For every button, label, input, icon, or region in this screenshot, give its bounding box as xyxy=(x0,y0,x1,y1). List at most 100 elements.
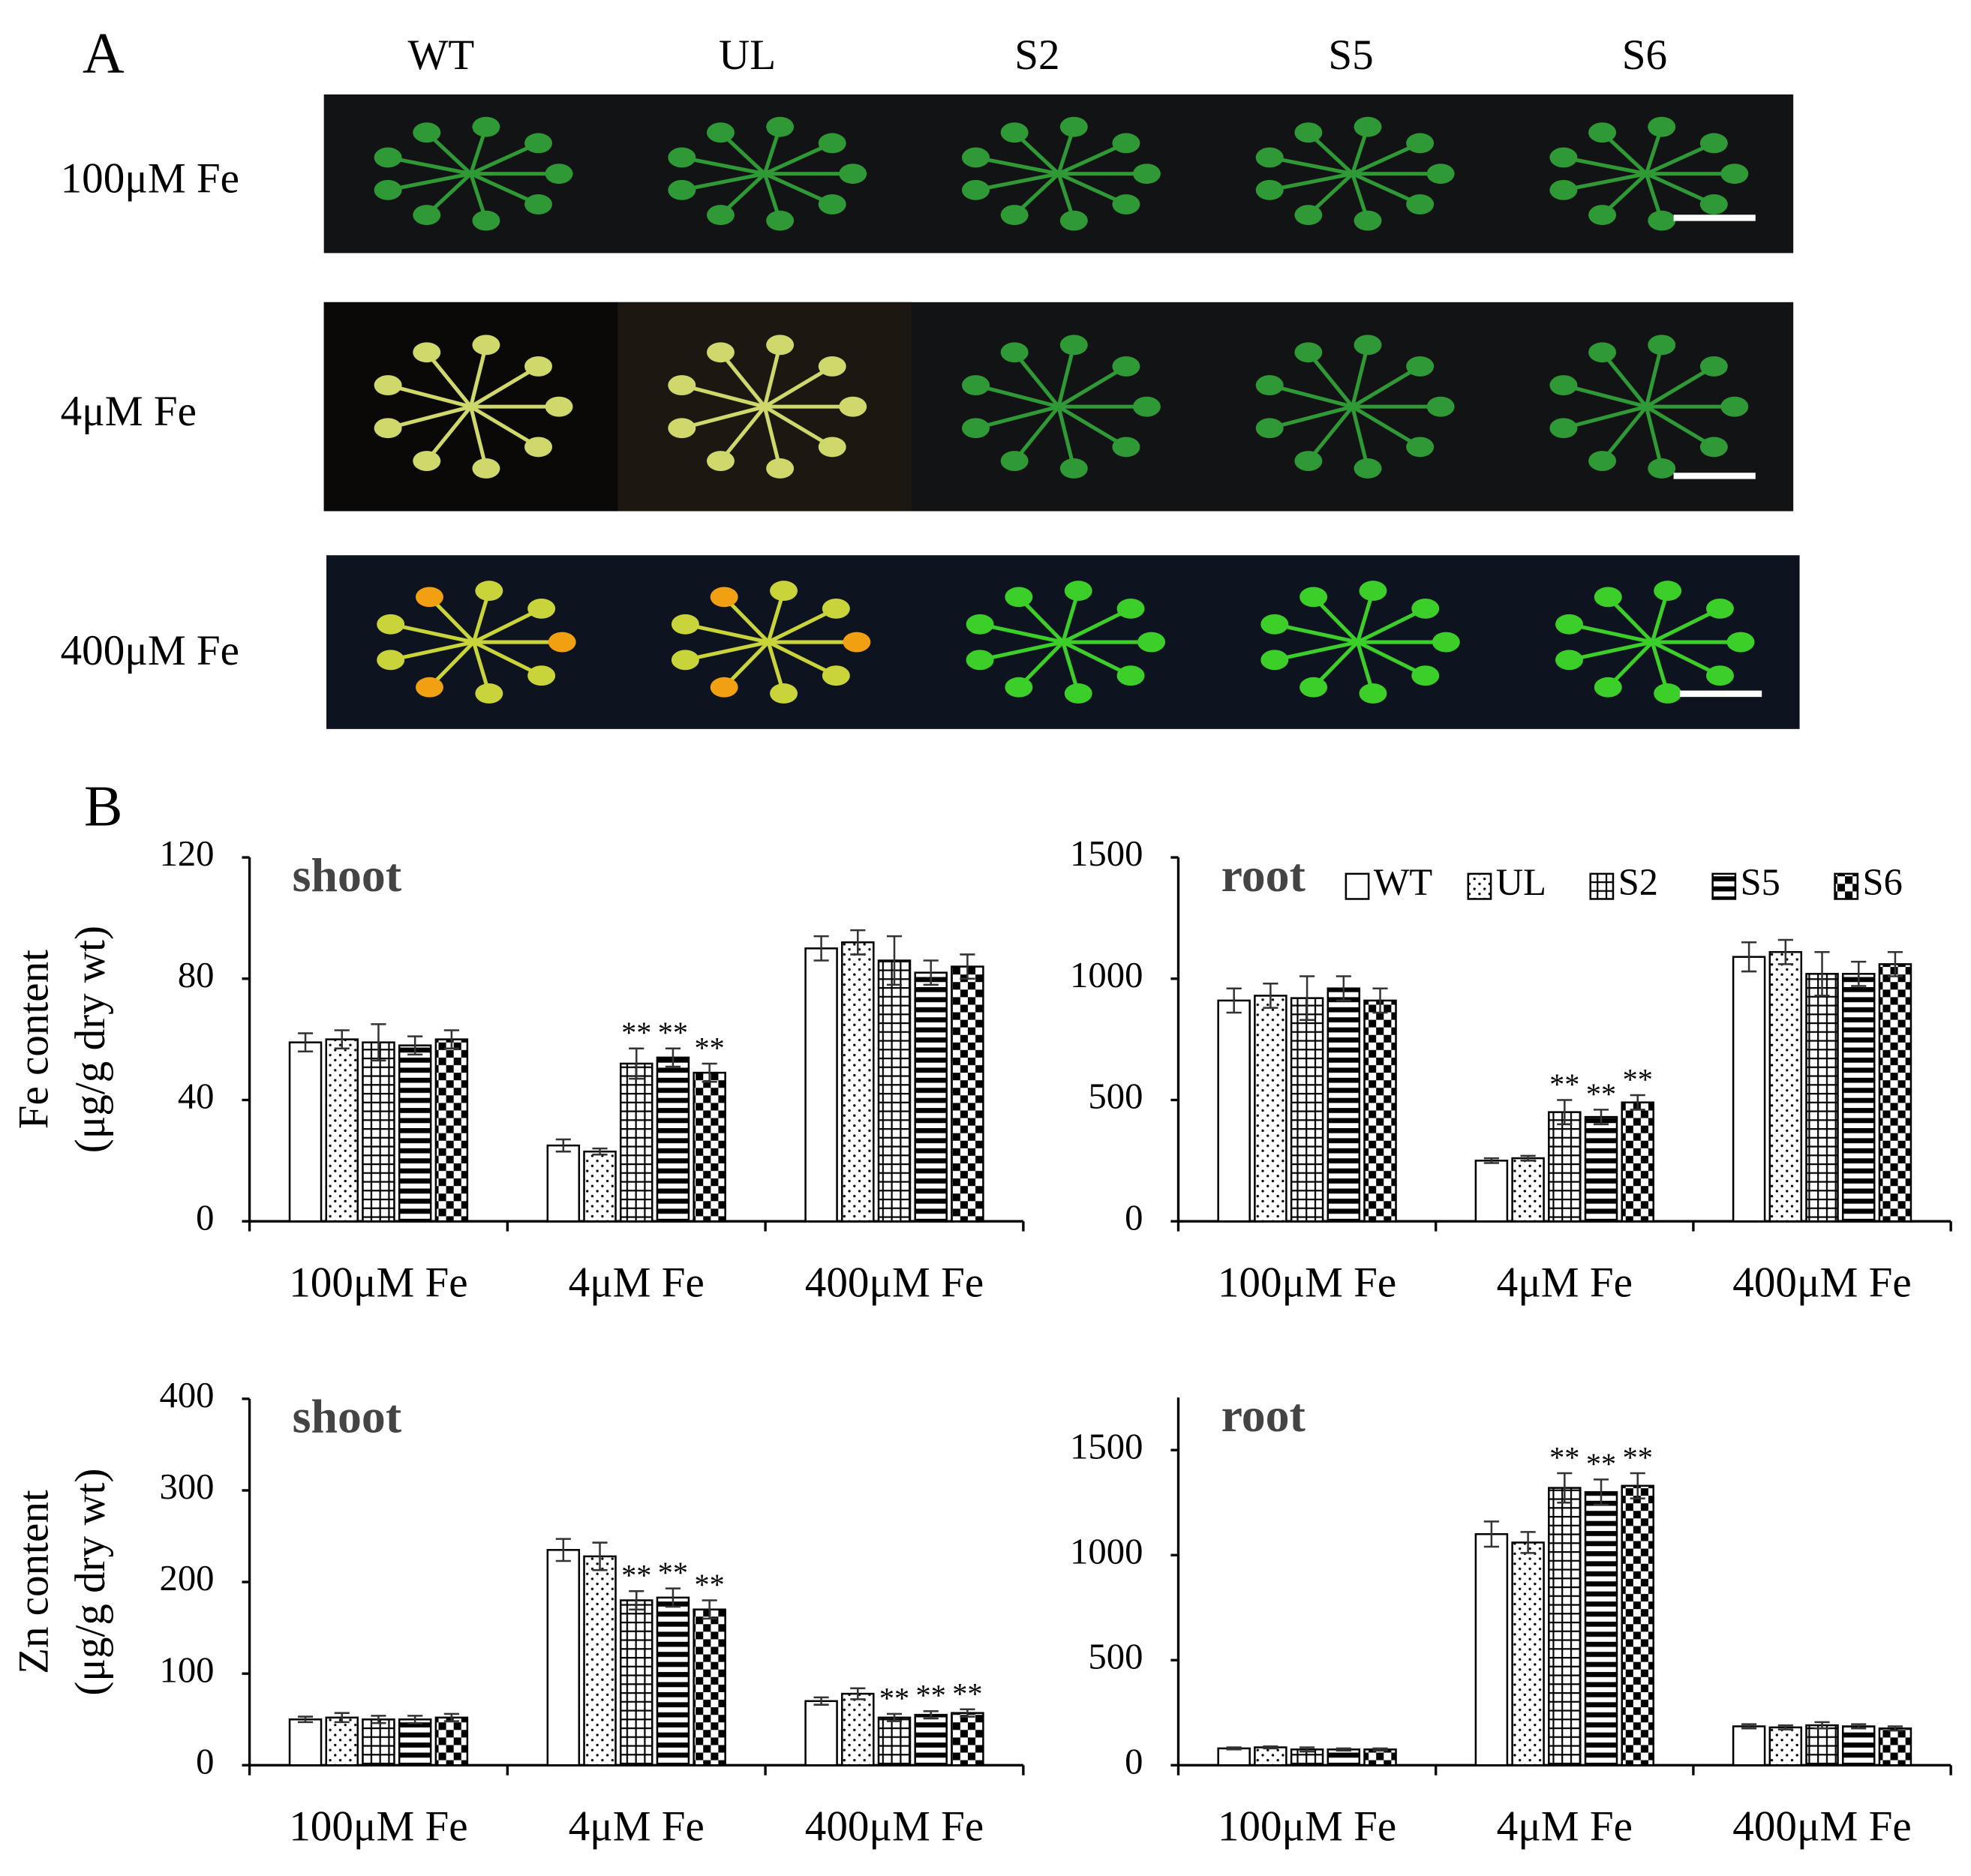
leaf xyxy=(1699,133,1728,154)
error-bar xyxy=(850,1687,866,1700)
bar xyxy=(362,1041,395,1223)
leaf xyxy=(962,179,990,200)
leaf xyxy=(1555,650,1583,671)
leaf xyxy=(770,581,798,602)
error-bar xyxy=(1630,1094,1645,1111)
stem xyxy=(469,406,488,470)
row-label: 100μM Fe xyxy=(61,155,239,202)
bar xyxy=(398,1044,432,1223)
stem xyxy=(1306,351,1354,408)
error-bar xyxy=(1263,982,1278,1009)
leaf xyxy=(1588,205,1617,226)
y-tick-label: 500 xyxy=(1088,1636,1143,1676)
leaf xyxy=(822,665,850,686)
stem xyxy=(1013,405,1060,463)
leaf xyxy=(962,375,990,396)
leaf xyxy=(1588,451,1617,471)
leaf xyxy=(839,396,867,417)
leaf xyxy=(524,356,553,377)
error-bar xyxy=(665,1587,681,1608)
leaf xyxy=(966,650,994,671)
stem xyxy=(975,404,1059,431)
error-bar xyxy=(297,1715,314,1724)
error-bar xyxy=(960,1708,975,1718)
leaf xyxy=(1406,437,1435,458)
x-tick-label: 100μM Fe xyxy=(289,1259,467,1307)
error-bar xyxy=(1299,1746,1315,1753)
bar xyxy=(1768,1726,1803,1766)
significance-label: ** xyxy=(1586,1447,1616,1481)
stem xyxy=(681,172,765,192)
bar xyxy=(1290,997,1324,1223)
chart-title: root xyxy=(1221,1388,1305,1442)
column-label: UL xyxy=(719,32,776,79)
bar xyxy=(1548,1111,1582,1223)
error-bar xyxy=(1372,1747,1388,1751)
x-tick-label: 100μM Fe xyxy=(289,1803,467,1850)
bar xyxy=(434,1038,469,1223)
leaf xyxy=(1059,116,1088,137)
x-tick-label: 400μM Fe xyxy=(1732,1803,1911,1850)
row-label: 400μM Fe xyxy=(61,627,239,674)
leaf xyxy=(1720,396,1749,417)
leaf xyxy=(966,614,994,635)
stem xyxy=(975,155,1059,176)
leaf xyxy=(524,133,553,154)
chart-title: shoot xyxy=(293,848,401,902)
leaf xyxy=(527,665,556,686)
leaf xyxy=(1406,194,1435,215)
leaf xyxy=(710,677,738,698)
bar xyxy=(583,1555,617,1766)
error-bar xyxy=(334,1029,350,1050)
y-tick-label: 300 xyxy=(159,1466,214,1507)
stem xyxy=(684,640,769,662)
legend-swatch xyxy=(1834,872,1859,900)
bar xyxy=(1732,956,1766,1223)
leaf xyxy=(1000,451,1029,471)
leaf xyxy=(545,396,573,417)
leaf xyxy=(1000,205,1029,226)
stem xyxy=(1269,383,1354,409)
bar xyxy=(656,1056,690,1223)
stem xyxy=(470,365,539,409)
leaf xyxy=(1132,396,1161,417)
leaf xyxy=(416,677,443,698)
y-tick-label: 500 xyxy=(1088,1076,1143,1117)
leaf xyxy=(706,122,735,143)
bar xyxy=(288,1718,323,1766)
bar xyxy=(1474,1532,1509,1766)
bar xyxy=(1841,1725,1876,1766)
leaf xyxy=(1299,677,1328,698)
leaf xyxy=(413,122,441,143)
legend-label: S6 xyxy=(1863,861,1903,903)
leaf xyxy=(770,683,798,704)
stem xyxy=(390,622,474,644)
leaf xyxy=(1354,335,1382,356)
leaf xyxy=(472,335,500,356)
leaf xyxy=(475,581,503,602)
bar xyxy=(1878,1727,1912,1766)
leaf xyxy=(413,205,441,226)
leaf xyxy=(374,375,402,396)
leaf xyxy=(668,179,696,200)
x-tick-label: 400μM Fe xyxy=(1732,1259,1911,1307)
leaf xyxy=(1699,437,1728,458)
error-bar xyxy=(1593,1478,1609,1506)
leaf xyxy=(472,210,500,231)
leaf xyxy=(1354,458,1382,479)
error-bar xyxy=(592,1147,608,1156)
error-bar xyxy=(923,1709,939,1720)
bar xyxy=(1254,995,1287,1223)
stem xyxy=(390,640,474,662)
column-label: S2 xyxy=(1014,32,1059,79)
leaf xyxy=(839,164,867,185)
error-bar xyxy=(1263,1745,1278,1750)
y-tick-label: 1500 xyxy=(1070,1426,1143,1466)
stem xyxy=(979,640,1064,662)
significance-label: ** xyxy=(1623,1062,1653,1096)
significance-label: ** xyxy=(695,1031,725,1064)
photo-panel: 100μM Fe 4μM Fe 400μM Fe xyxy=(61,94,1800,729)
leaf xyxy=(710,587,738,608)
leaf xyxy=(766,458,795,479)
